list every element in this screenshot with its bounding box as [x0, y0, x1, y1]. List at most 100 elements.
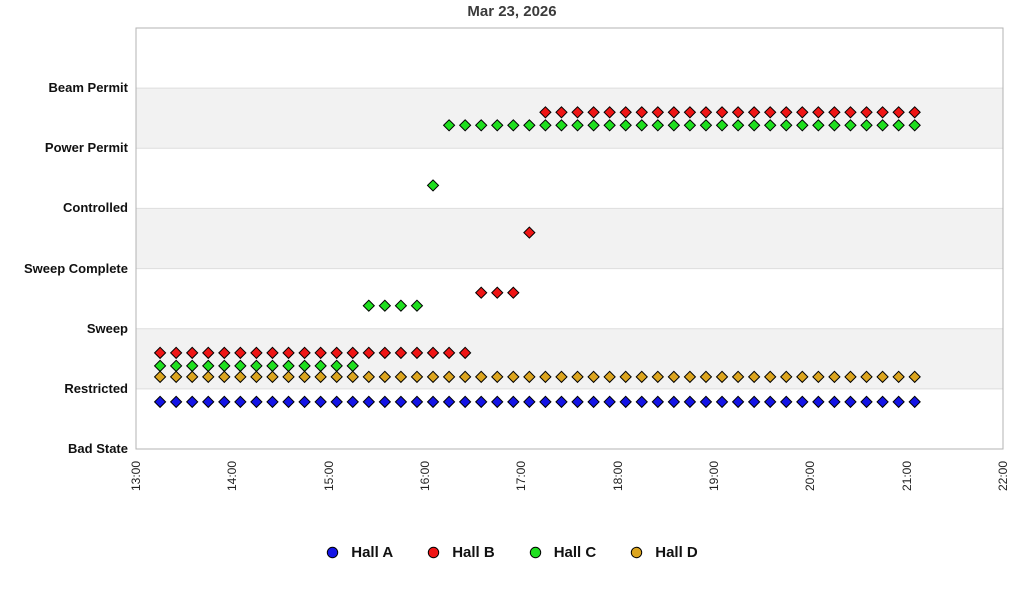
data-point: [571, 119, 584, 132]
data-point: [651, 370, 665, 384]
data-point: [876, 370, 889, 384]
data-point: [153, 359, 167, 373]
data-point: [587, 370, 600, 384]
data-point: [346, 359, 359, 373]
data-point: [378, 395, 392, 409]
data-point: [153, 370, 167, 384]
data-point: [491, 286, 504, 299]
data-point: [539, 119, 552, 132]
legend: Hall A Hall B Hall C Hall D: [0, 544, 1024, 561]
data-point: [892, 370, 905, 384]
legend-marker-circle: [631, 546, 643, 559]
x-axis-label-15-00: 15:00: [321, 460, 336, 492]
data-point: [169, 370, 183, 384]
data-point: [860, 395, 873, 409]
data-point: [715, 119, 729, 132]
data-point: [747, 106, 761, 119]
data-point: [426, 346, 440, 360]
data-point: [153, 346, 167, 360]
data-point: [282, 346, 295, 360]
x-axis-label-18-00: 18:00: [610, 460, 625, 492]
data-point: [346, 395, 359, 409]
data-point: [330, 346, 343, 360]
data-point: [892, 395, 905, 409]
data-point: [619, 370, 632, 384]
data-point: [282, 395, 295, 409]
data-point: [523, 370, 536, 384]
data-point: [555, 119, 568, 132]
data-point: [747, 395, 761, 409]
data-point: [362, 346, 376, 360]
data-point: [683, 106, 697, 119]
data-point: [394, 346, 408, 360]
series-hall-b: [153, 106, 921, 360]
data-point: [474, 395, 488, 409]
data-point: [234, 359, 247, 373]
grid-lines: [136, 87, 1003, 390]
data-point: [763, 106, 777, 119]
y-axis-label-power-permit: Power Permit: [44, 140, 128, 156]
data-point: [330, 395, 343, 409]
data-point: [507, 286, 520, 299]
data-point: [587, 119, 600, 132]
data-point: [458, 395, 472, 409]
data-point: [908, 370, 921, 384]
data-point: [491, 370, 504, 384]
data-point: [474, 119, 488, 132]
x-axis-label-19-00: 19:00: [707, 460, 721, 492]
data-point: [876, 106, 889, 119]
data-point: [796, 395, 809, 409]
data-point: [860, 370, 873, 384]
y-axis-label-controlled: Controlled: [63, 200, 128, 216]
data-point: [715, 395, 729, 409]
data-point: [860, 119, 873, 132]
data-point: [908, 106, 921, 119]
data-point: [619, 119, 632, 132]
data-point: [442, 370, 456, 384]
data-point: [699, 119, 713, 132]
data-point: [234, 346, 247, 360]
data-point: [346, 346, 359, 360]
data-point: [234, 370, 247, 384]
data-point: [185, 395, 199, 409]
data-point: [683, 370, 697, 384]
data-point: [362, 395, 376, 409]
legend-label: Hall B: [452, 544, 495, 561]
data-point: [394, 299, 408, 312]
data-point: [185, 370, 199, 384]
y-axis-label-restricted: Restricted: [64, 380, 128, 396]
data-point: [908, 119, 921, 132]
data-point: [892, 119, 905, 132]
x-axis-label-22-00: 22:00: [996, 460, 1010, 492]
data-point: [635, 119, 648, 132]
data-point: [828, 395, 841, 409]
x-axis-label-21-00: 21:00: [899, 460, 914, 492]
data-point: [844, 395, 857, 409]
data-point: [876, 119, 889, 132]
legend-marker-icon: [327, 546, 339, 559]
data-point: [812, 370, 825, 384]
data-point: [828, 106, 841, 119]
data-point: [651, 119, 665, 132]
data-point: [330, 359, 343, 373]
data-point: [218, 359, 231, 373]
data-point: [523, 226, 536, 239]
data-point: [474, 370, 488, 384]
data-point: [683, 119, 697, 132]
data-point: [266, 395, 279, 409]
data-point: [571, 106, 584, 119]
data-point: [410, 299, 424, 312]
series-hall-a: [153, 395, 921, 409]
data-point: [202, 346, 215, 360]
data-point: [731, 106, 745, 119]
data-point: [651, 395, 665, 409]
x-axis-label-14-00: 14:00: [225, 460, 240, 492]
data-point: [812, 106, 825, 119]
data-point: [667, 370, 681, 384]
data-point: [587, 395, 600, 409]
legend-marker-icon: [428, 546, 440, 559]
data-point: [828, 119, 841, 132]
data-point: [169, 395, 183, 409]
